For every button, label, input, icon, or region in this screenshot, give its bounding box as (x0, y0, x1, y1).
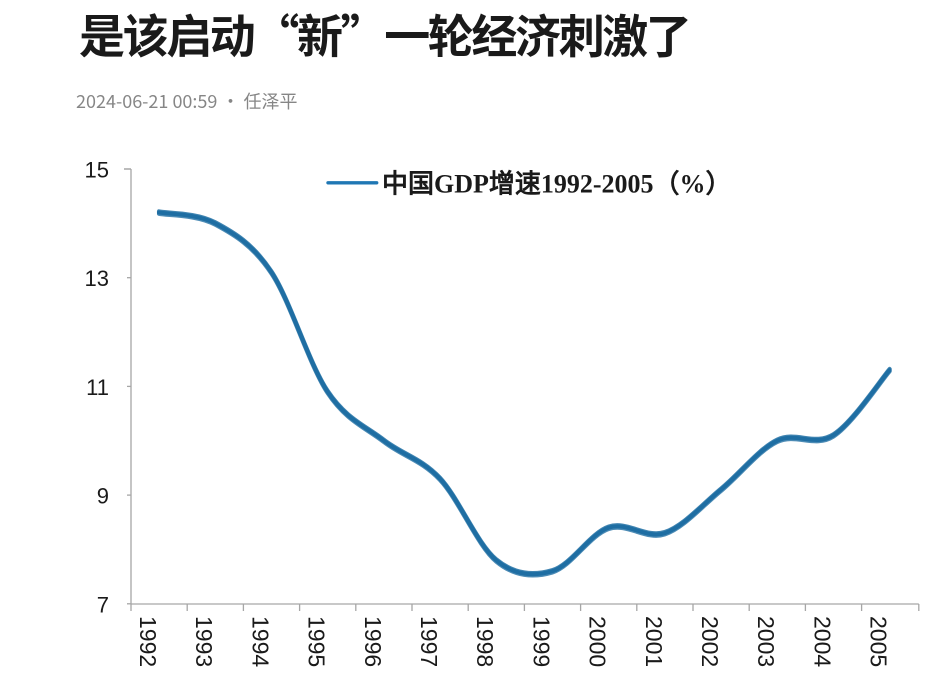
svg-text:1996: 1996 (360, 616, 386, 667)
svg-text:9: 9 (97, 484, 109, 509)
svg-text:2003: 2003 (753, 616, 779, 667)
svg-text:中国GDP增速1992-2005（%）: 中国GDP增速1992-2005（%） (382, 169, 732, 199)
svg-text:2001: 2001 (641, 616, 667, 667)
svg-text:2005: 2005 (866, 616, 892, 667)
svg-text:1993: 1993 (191, 616, 217, 667)
svg-text:7: 7 (97, 592, 109, 617)
svg-text:2004: 2004 (809, 616, 835, 667)
svg-text:1994: 1994 (247, 616, 273, 667)
svg-text:2002: 2002 (697, 616, 723, 667)
svg-text:1995: 1995 (304, 616, 330, 667)
svg-text:2000: 2000 (585, 616, 611, 667)
svg-text:11: 11 (86, 375, 109, 400)
svg-text:1999: 1999 (528, 616, 554, 667)
svg-text:1992: 1992 (135, 616, 161, 667)
svg-text:13: 13 (85, 266, 109, 291)
svg-text:15: 15 (85, 158, 109, 183)
svg-text:1997: 1997 (416, 616, 442, 667)
svg-text:1998: 1998 (472, 616, 498, 667)
